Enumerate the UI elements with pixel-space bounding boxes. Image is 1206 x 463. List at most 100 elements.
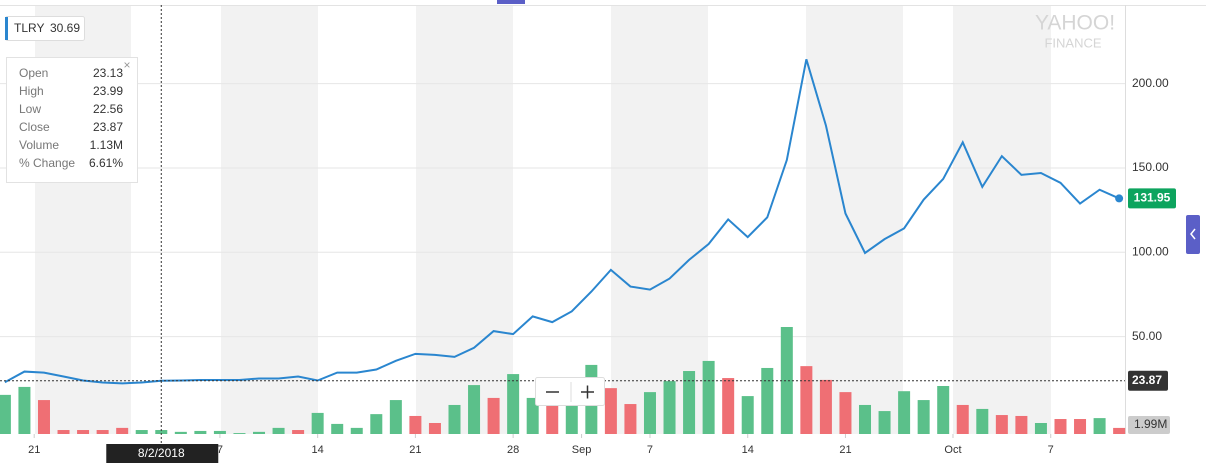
volume-bar — [389, 400, 402, 434]
volume-bar — [878, 411, 891, 434]
x-tick-label: 7 — [1048, 444, 1054, 456]
volume-bar — [839, 392, 852, 434]
volume-bar — [859, 404, 872, 434]
x-tick-label: 21 — [409, 444, 421, 456]
x-tick-label: 7 — [647, 444, 653, 456]
volume-bar — [995, 415, 1008, 434]
tooltip-value: 22.56 — [93, 102, 123, 116]
crosshair-date-box — [106, 444, 219, 463]
tooltip-label: Close — [19, 120, 50, 134]
x-tick-label: 14 — [312, 444, 324, 456]
volume-bar — [741, 396, 754, 434]
volume-bar — [1074, 419, 1087, 434]
tooltip-label: Low — [19, 102, 41, 116]
volume-bar — [370, 414, 383, 434]
tooltip-value: 23.13 — [93, 66, 123, 80]
volume-bar — [917, 400, 930, 434]
volume-bar — [956, 404, 969, 434]
x-tick-label: 7 — [217, 444, 223, 456]
x-tick-label: Sep — [572, 444, 592, 456]
symbol-color — [5, 17, 8, 40]
price-line — [4, 59, 1120, 385]
volume-bar — [448, 404, 461, 434]
tooltip-close[interactable]: × — [123, 58, 130, 72]
y-tick-label: 200.00 — [1132, 76, 1169, 90]
volume-bar — [350, 427, 363, 434]
last-price-tag — [1128, 188, 1176, 209]
volume-bar — [57, 430, 70, 434]
volume-bar — [272, 427, 285, 434]
volume-bar — [702, 360, 715, 434]
volume-bar — [604, 388, 617, 434]
tooltip-label: Volume — [19, 138, 59, 152]
x-tick-label: 14 — [742, 444, 754, 456]
zoom-controls — [535, 377, 605, 406]
volume-bar — [37, 400, 50, 434]
volume-bar — [487, 397, 500, 434]
volume-bar — [780, 327, 793, 434]
volume-bar — [663, 381, 676, 434]
top-tab[interactable] — [497, 0, 525, 4]
volume-bar — [213, 430, 226, 434]
volume-bar — [1034, 422, 1047, 434]
side-tab-icon — [1190, 228, 1196, 240]
tooltip-value: 23.99 — [93, 84, 123, 98]
tooltip-value: 23.87 — [93, 120, 123, 134]
volume-bar — [0, 394, 11, 434]
volume-bar — [898, 391, 911, 434]
volume-bar — [683, 371, 696, 434]
volume-bar — [976, 408, 989, 434]
volume-bar — [624, 404, 637, 434]
crosshair-date: 8/2/2018 — [138, 446, 185, 460]
tooltip-value: 6.61% — [89, 156, 123, 170]
volume-bar — [761, 367, 774, 434]
tooltip-value: 1.13M — [90, 138, 123, 152]
x-tick-label: 28 — [507, 444, 519, 456]
symbol: TLRY — [14, 21, 44, 35]
volume-bar — [819, 379, 832, 434]
side-tab[interactable] — [1186, 215, 1200, 254]
volume-bar — [643, 392, 656, 434]
volume-bar — [526, 397, 539, 434]
watermark: FINANCE — [1044, 35, 1101, 50]
volume-bar — [1113, 427, 1126, 434]
volume-label: 1.99M — [1134, 417, 1167, 431]
volume-bar — [468, 385, 481, 434]
volume-bar — [77, 430, 90, 434]
volume-bar — [1054, 419, 1067, 434]
volume-bar — [507, 374, 520, 434]
watermark: YAHOO! — [1035, 12, 1115, 35]
tooltip-label: % Change — [19, 156, 75, 170]
volume-bar — [1015, 415, 1028, 434]
volume-tag — [1128, 416, 1170, 434]
volume-bar — [174, 431, 187, 434]
y-tick-label: 50.00 — [1132, 329, 1162, 343]
last-price: 131.95 — [1134, 191, 1171, 205]
last-point — [1115, 194, 1124, 203]
crosshair-price: 23.87 — [1132, 373, 1162, 387]
x-tick-label: 21 — [839, 444, 851, 456]
volume-bar — [1093, 418, 1106, 434]
volume-bar — [233, 433, 246, 434]
volume-bar — [409, 415, 422, 434]
volume-bar — [722, 378, 735, 434]
volume-bar — [331, 423, 344, 434]
volume-bar — [937, 386, 950, 434]
symbol-value: 30.69 — [50, 21, 80, 35]
crosshair-price-tag — [1128, 370, 1168, 391]
volume-bar — [428, 422, 441, 434]
x-tick-label: 21 — [28, 444, 40, 456]
volume-bar — [800, 366, 813, 434]
tooltip-label: High — [19, 84, 44, 98]
volume-bar — [546, 404, 559, 434]
volume-bar — [116, 427, 129, 434]
tooltip-label: Open — [19, 66, 48, 80]
volume-bar — [135, 430, 148, 434]
tooltip — [6, 57, 138, 183]
volume-bar — [311, 412, 324, 434]
volume-bar — [96, 430, 109, 434]
y-tick-label: 100.00 — [1132, 244, 1169, 258]
volume-bar — [292, 430, 305, 434]
x-tick-label: Oct — [944, 444, 961, 456]
